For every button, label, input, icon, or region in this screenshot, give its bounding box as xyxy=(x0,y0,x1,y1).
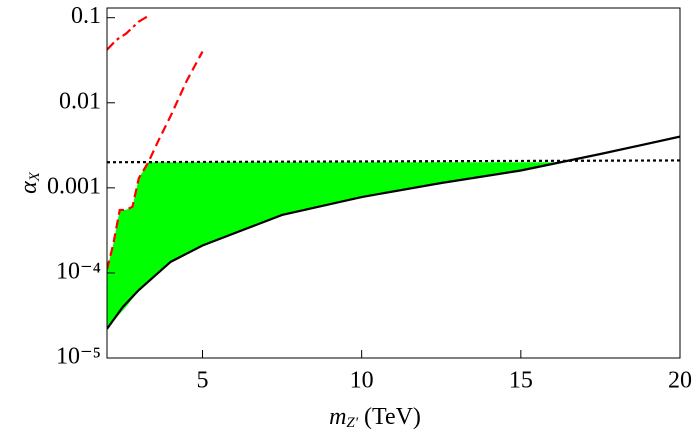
y-tick-label: 0.01 xyxy=(59,88,101,114)
y-tick-label: 0.1 xyxy=(71,3,101,29)
curve xyxy=(107,159,680,164)
x-label-unit: (TeV) xyxy=(364,404,421,430)
curve xyxy=(107,51,204,270)
x-tick-label: 5 xyxy=(197,368,209,394)
x-tick-label: 15 xyxy=(509,368,533,394)
y-axis-label: αX xyxy=(16,171,44,194)
x-tick-label: 20 xyxy=(668,368,692,394)
curve xyxy=(107,135,680,330)
y-label-symbol: α xyxy=(16,181,42,194)
x-label-symbol: m xyxy=(329,404,346,430)
y-tick-label: 10⁻⁵ xyxy=(56,344,101,370)
curve xyxy=(107,14,149,51)
x-tick-label: 10 xyxy=(350,368,374,394)
plot-area xyxy=(107,14,680,330)
x-label-subscript: Z' xyxy=(346,415,358,431)
allowed-region xyxy=(107,162,566,329)
y-label-subscript: X xyxy=(27,171,43,182)
y-tick-label: 0.001 xyxy=(47,173,101,199)
x-axis-label: mZ' (TeV) xyxy=(329,404,421,432)
frame xyxy=(106,7,681,359)
y-tick-label: 10⁻⁴ xyxy=(56,258,101,284)
